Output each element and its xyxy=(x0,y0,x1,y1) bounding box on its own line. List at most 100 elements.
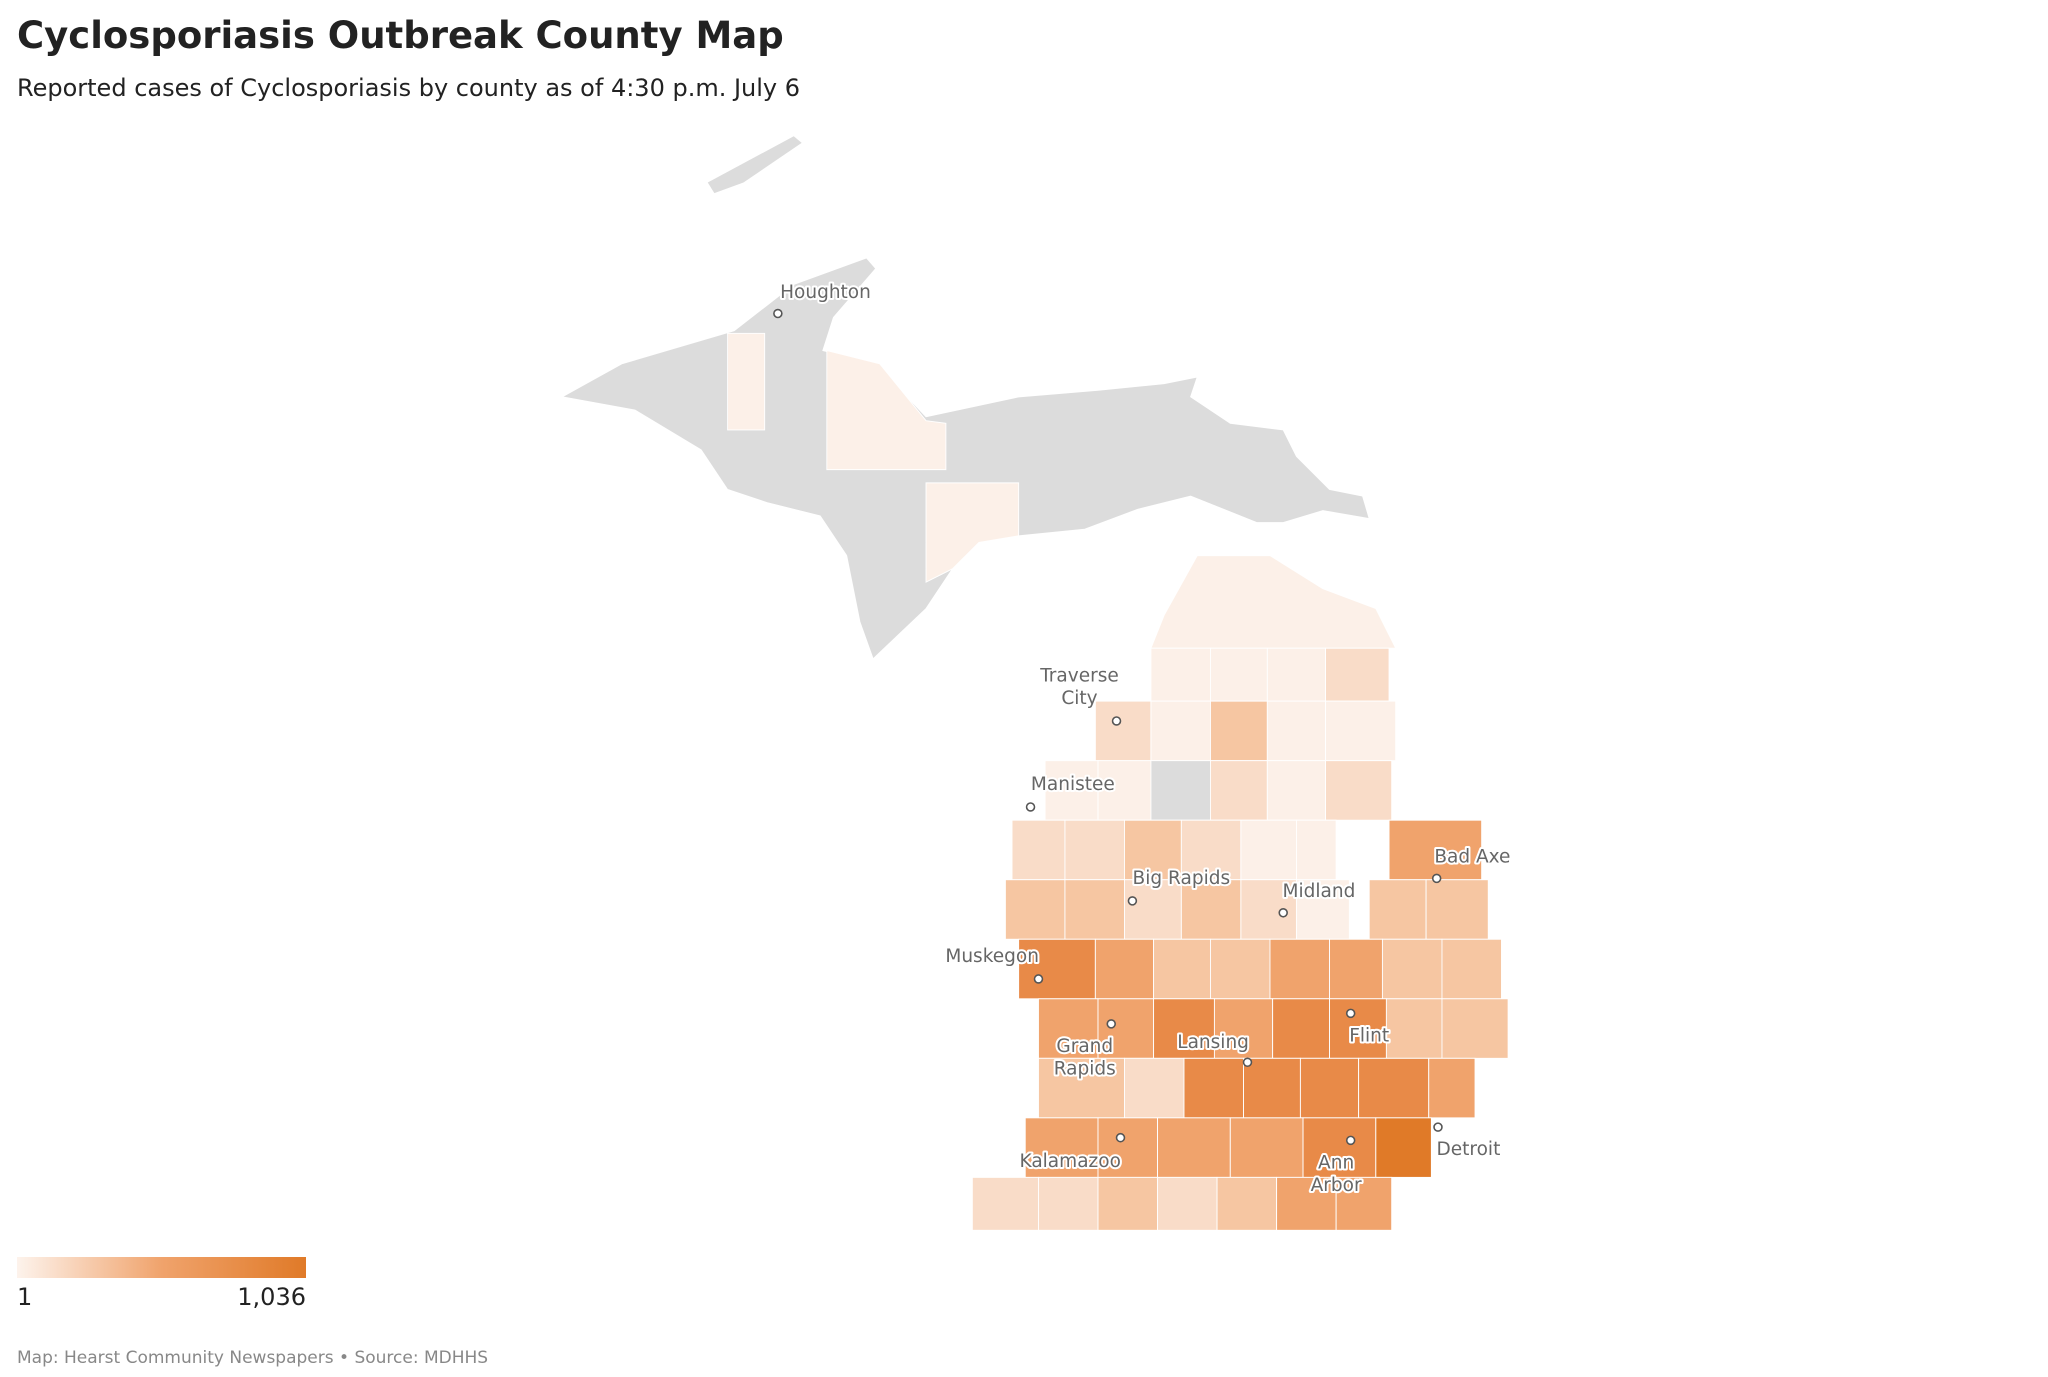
county xyxy=(1157,1117,1231,1178)
city-dot xyxy=(1025,802,1036,812)
county xyxy=(1094,700,1152,762)
legend-min: 1 xyxy=(17,1283,32,1311)
county xyxy=(1375,1117,1432,1178)
city-dot xyxy=(1433,1122,1443,1132)
lower-peninsula xyxy=(971,647,1509,1231)
county xyxy=(1097,1117,1159,1178)
county xyxy=(1097,760,1152,821)
counties xyxy=(560,136,1397,660)
county xyxy=(1094,938,1155,1000)
county xyxy=(826,349,947,471)
county xyxy=(1240,879,1297,940)
legend-bar xyxy=(17,1257,306,1278)
city-dot xyxy=(1345,1008,1356,1019)
city-label: Traverse xyxy=(1039,666,1119,687)
county xyxy=(1325,760,1393,821)
county xyxy=(1335,1176,1393,1231)
county xyxy=(1388,819,1483,881)
county xyxy=(1329,938,1383,1000)
county xyxy=(1240,819,1297,881)
county xyxy=(1064,819,1125,881)
city-label: Rapids xyxy=(1054,1058,1116,1079)
county xyxy=(1124,819,1182,881)
county xyxy=(1097,1176,1159,1231)
city-label: Muskegon xyxy=(945,946,1039,967)
county xyxy=(1153,938,1211,1000)
city-dot xyxy=(1431,873,1442,884)
county xyxy=(1385,998,1443,1059)
county xyxy=(1299,1057,1360,1119)
county xyxy=(1216,1176,1278,1231)
county xyxy=(1209,938,1271,1000)
city-dot xyxy=(1115,1132,1126,1143)
county xyxy=(1209,700,1268,762)
county xyxy=(1150,647,1211,702)
county xyxy=(1266,647,1327,702)
county xyxy=(1150,555,1397,649)
county xyxy=(1381,938,1443,1000)
city-label: Manistee xyxy=(1031,774,1115,795)
county xyxy=(1266,700,1327,762)
county xyxy=(1150,760,1211,821)
isle-royale xyxy=(707,136,802,194)
county xyxy=(1295,879,1350,940)
title: Cyclosporiasis Outbreak County Map xyxy=(17,14,784,57)
city-label: Arbor xyxy=(1311,1175,1362,1196)
county xyxy=(1441,938,1502,1000)
city-label: Bad Axe xyxy=(1434,847,1510,868)
city-dot xyxy=(1106,1019,1116,1029)
city-label: City xyxy=(1061,688,1097,709)
county xyxy=(1180,819,1242,881)
county xyxy=(727,332,766,431)
city-dot xyxy=(1033,974,1044,984)
county xyxy=(1038,1176,1099,1231)
county xyxy=(1358,1057,1430,1119)
county xyxy=(1209,760,1268,821)
county xyxy=(1097,998,1155,1059)
footer: Map: Hearst Community Newspapers • Sourc… xyxy=(17,1348,489,1368)
county xyxy=(925,482,1020,583)
county xyxy=(1157,1176,1218,1231)
county xyxy=(1325,647,1390,702)
county xyxy=(1266,760,1327,821)
county xyxy=(1153,998,1215,1059)
county xyxy=(971,1176,1039,1231)
county xyxy=(1272,998,1330,1059)
subtitle: Reported cases of Cyclosporiasis by coun… xyxy=(17,74,801,102)
city-label: Ann xyxy=(1318,1152,1354,1173)
city-label: Detroit xyxy=(1436,1139,1500,1160)
city-dot xyxy=(1111,716,1122,726)
city-label: Kalamazoo xyxy=(1020,1151,1121,1172)
city-dot xyxy=(1345,1135,1356,1146)
county xyxy=(1038,998,1099,1059)
county xyxy=(1295,819,1337,881)
city-label: Big Rapids xyxy=(1133,868,1231,889)
county xyxy=(1325,700,1397,762)
city-dot xyxy=(1242,1057,1253,1068)
county xyxy=(1124,1057,1185,1119)
county xyxy=(1441,998,1509,1059)
county xyxy=(1209,647,1268,702)
city-label: Midland xyxy=(1283,881,1356,902)
county xyxy=(1269,938,1330,1000)
city-dot xyxy=(1278,908,1288,918)
county xyxy=(1150,700,1211,762)
county xyxy=(1428,1057,1476,1119)
county xyxy=(1302,1117,1377,1178)
city-label: Houghton xyxy=(780,282,871,303)
county xyxy=(1011,819,1066,881)
county xyxy=(1004,879,1066,940)
city-label: Grand xyxy=(1056,1036,1113,1057)
county xyxy=(1183,1057,1244,1119)
county xyxy=(1368,879,1427,940)
legend-max: 1,036 xyxy=(237,1283,306,1311)
county xyxy=(1018,938,1096,1000)
county xyxy=(1229,1117,1304,1178)
city-dot xyxy=(1127,896,1138,906)
city-dot xyxy=(773,308,783,319)
county xyxy=(1024,1117,1099,1178)
county xyxy=(1425,879,1489,940)
